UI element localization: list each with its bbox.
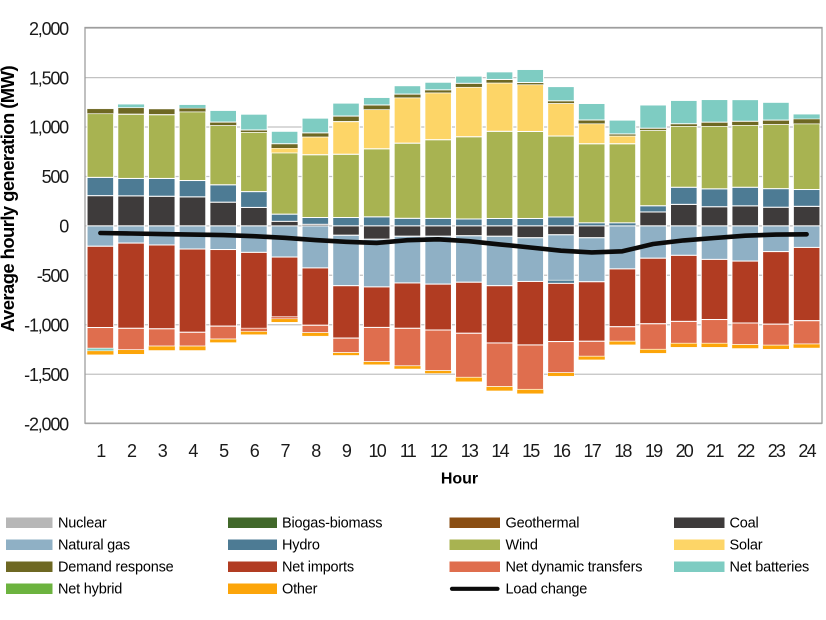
svg-text:21: 21 [706, 441, 724, 461]
svg-text:Solar: Solar [730, 538, 763, 554]
svg-text:Average hourly generation (MW): Average hourly generation (MW) [0, 66, 18, 332]
svg-text:19: 19 [645, 441, 663, 461]
svg-text:Coal: Coal [730, 516, 759, 532]
svg-text:6: 6 [250, 441, 260, 461]
svg-text:-2,000: -2,000 [24, 414, 69, 434]
svg-text:14: 14 [491, 441, 509, 461]
svg-text:17: 17 [583, 441, 601, 461]
svg-text:Hydro: Hydro [282, 538, 320, 554]
svg-text:Biogas-biomass: Biogas-biomass [282, 516, 382, 532]
svg-text:2,000: 2,000 [29, 19, 69, 39]
svg-text:-500: -500 [37, 266, 69, 286]
svg-text:0: 0 [59, 217, 69, 237]
svg-text:1,000: 1,000 [29, 118, 69, 138]
svg-text:1,500: 1,500 [29, 68, 69, 88]
svg-text:11: 11 [400, 441, 417, 461]
svg-text:Net dynamic transfers: Net dynamic transfers [506, 560, 643, 576]
svg-text:15: 15 [522, 441, 540, 461]
svg-text:Geothermal: Geothermal [506, 516, 580, 532]
svg-text:1: 1 [96, 441, 106, 461]
svg-text:Demand response: Demand response [58, 560, 174, 576]
svg-text:16: 16 [553, 441, 571, 461]
svg-text:24: 24 [798, 441, 816, 461]
svg-text:8: 8 [311, 441, 321, 461]
svg-text:22: 22 [737, 441, 755, 461]
svg-text:Net batteries: Net batteries [730, 560, 810, 576]
svg-text:10: 10 [368, 441, 386, 461]
svg-text:Other: Other [282, 582, 318, 598]
svg-text:18: 18 [614, 441, 632, 461]
svg-text:7: 7 [280, 441, 290, 461]
svg-text:23: 23 [768, 441, 786, 461]
svg-text:Net imports: Net imports [282, 560, 354, 576]
svg-text:2: 2 [127, 441, 137, 461]
svg-text:Wind: Wind [506, 538, 538, 554]
svg-text:Nuclear: Nuclear [58, 516, 107, 532]
svg-text:Natural gas: Natural gas [58, 538, 130, 554]
svg-text:-1,000: -1,000 [24, 316, 69, 336]
svg-text:13: 13 [461, 441, 479, 461]
svg-text:5: 5 [219, 441, 229, 461]
svg-text:500: 500 [42, 167, 70, 187]
svg-text:-1,500: -1,500 [24, 365, 69, 385]
svg-text:Net hybrid: Net hybrid [58, 582, 122, 598]
svg-text:Load change: Load change [506, 582, 588, 598]
svg-text:9: 9 [342, 441, 352, 461]
svg-text:12: 12 [430, 441, 448, 461]
svg-text:20: 20 [676, 441, 694, 461]
svg-text:4: 4 [188, 441, 198, 461]
svg-text:3: 3 [158, 441, 168, 461]
svg-text:Hour: Hour [441, 471, 478, 488]
